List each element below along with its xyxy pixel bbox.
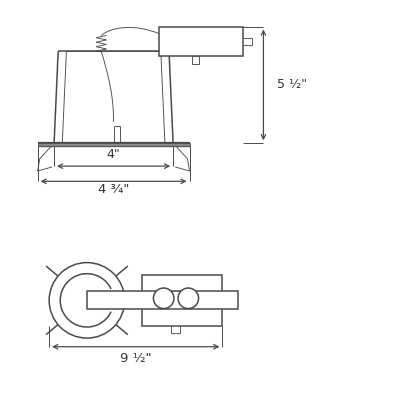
Text: 4 ¾": 4 ¾" <box>98 183 129 196</box>
Bar <box>192 56 199 64</box>
Circle shape <box>154 288 174 309</box>
Circle shape <box>49 262 125 338</box>
Text: 4": 4" <box>107 148 121 161</box>
Circle shape <box>178 288 198 309</box>
Bar <box>87 291 238 310</box>
Polygon shape <box>38 143 190 146</box>
Bar <box>159 27 243 56</box>
Text: 9 ½": 9 ½" <box>120 352 151 365</box>
Text: 5 ½": 5 ½" <box>277 78 307 92</box>
Bar <box>142 275 223 326</box>
